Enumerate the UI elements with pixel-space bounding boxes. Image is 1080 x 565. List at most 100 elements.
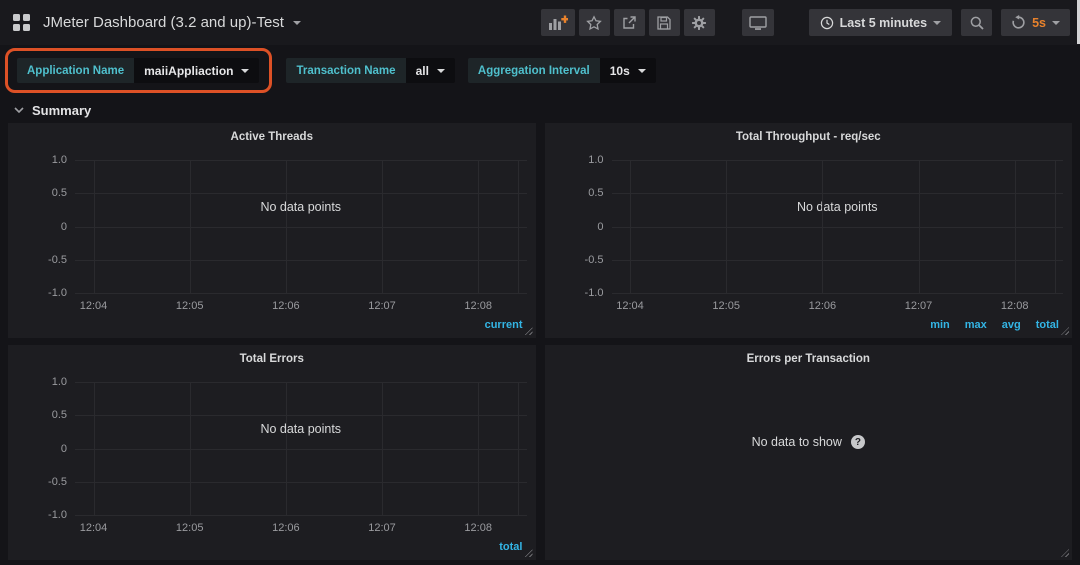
panel-title[interactable]: Total Throughput - req/sec bbox=[735, 131, 881, 143]
grid-square bbox=[22, 14, 30, 22]
panel-total-errors: Total Errors No data points 1.0 0.5 0 -0.5 -… bbox=[8, 345, 536, 560]
x-axis-tick-label: 12:06 bbox=[272, 522, 300, 534]
share-button[interactable] bbox=[613, 9, 645, 36]
save-button[interactable] bbox=[648, 9, 680, 36]
x-axis-tick-label: 12:07 bbox=[368, 300, 396, 312]
gridline-vertical bbox=[630, 160, 631, 293]
apps-grid-icon[interactable] bbox=[13, 14, 30, 31]
variable-value: maiiAppliaction bbox=[144, 63, 234, 78]
variable-value-dropdown[interactable]: 10s bbox=[599, 58, 656, 83]
zoom-out-button[interactable] bbox=[961, 9, 993, 36]
variable-value: all bbox=[415, 63, 429, 78]
chevron-down-icon bbox=[241, 68, 250, 73]
scrollbar-thumb[interactable] bbox=[1077, 0, 1080, 44]
time-range-picker[interactable]: Last 5 minutes bbox=[808, 9, 953, 36]
x-axis-tick-label: 12:05 bbox=[175, 300, 204, 312]
variable-value-dropdown[interactable]: all bbox=[405, 58, 455, 83]
panel-title[interactable]: Active Threads bbox=[230, 131, 313, 143]
variable-label: Application Name bbox=[17, 58, 135, 83]
add-panel-button[interactable] bbox=[540, 9, 575, 36]
plot-area: No data points 1.0 0.5 0 -0.5 -1.0 12:04 12:05… bbox=[585, 154, 1063, 312]
tv-mode-button[interactable] bbox=[741, 9, 774, 36]
y-axis-tick-label: 0 bbox=[60, 220, 67, 233]
gridline-horizontal bbox=[611, 259, 1063, 261]
variable-value: 10s bbox=[609, 63, 630, 78]
gridline-horizontal bbox=[75, 293, 527, 294]
panel-active-threads: Active Threads No data points 1.0 0.5 0 -0.… bbox=[8, 123, 536, 338]
help-icon[interactable]: ? bbox=[850, 435, 865, 449]
y-axis-tick-label: 0.5 bbox=[51, 187, 67, 200]
y-axis-tick-label: 1.0 bbox=[588, 154, 604, 166]
gridline-vertical bbox=[285, 382, 287, 515]
panel-resize-handle[interactable] bbox=[1061, 549, 1069, 557]
tv-mode-icon bbox=[748, 15, 767, 30]
gridline-horizontal bbox=[611, 293, 1063, 294]
add-panel-icon bbox=[548, 15, 568, 30]
gridline-vertical bbox=[918, 160, 920, 293]
x-axis-tick-label: 12:04 bbox=[616, 300, 644, 312]
share-icon bbox=[623, 15, 636, 29]
panel-resize-handle[interactable] bbox=[524, 549, 533, 557]
dashboard-title-dropdown[interactable]: JMeter Dashboard (3.2 and up)-Test bbox=[43, 14, 301, 31]
refresh-interval-label: 5s bbox=[1032, 15, 1046, 30]
no-data-message: No data points bbox=[260, 422, 342, 436]
y-axis-tick-label: -1.0 bbox=[584, 287, 604, 299]
x-axis-tick-label: 12:08 bbox=[464, 300, 492, 312]
panel-title[interactable]: Errors per Transaction bbox=[746, 353, 870, 365]
variable-label: Aggregation Interval bbox=[467, 58, 600, 83]
grid-square bbox=[22, 23, 30, 31]
variable-aggregation-interval: Aggregation Interval 10s bbox=[467, 58, 656, 83]
grid-square bbox=[13, 14, 21, 22]
star-button[interactable] bbox=[578, 9, 610, 36]
no-data-message: No data to show bbox=[751, 435, 842, 449]
y-axis-tick-label: 1.0 bbox=[51, 154, 67, 166]
panel-resize-handle[interactable] bbox=[1061, 327, 1069, 335]
x-axis-tick-label: 12:08 bbox=[1000, 300, 1029, 312]
gridline-vertical bbox=[189, 160, 191, 293]
gridline-vertical bbox=[478, 160, 480, 293]
gridline-vertical bbox=[1014, 160, 1016, 293]
panel-title[interactable]: Total Errors bbox=[239, 353, 304, 365]
panel-resize-handle[interactable] bbox=[524, 327, 533, 335]
legend-item[interactable]: max bbox=[964, 319, 987, 331]
panel-errors-per-transaction: Errors per Transaction No data to show ? bbox=[544, 345, 1072, 560]
gridline-vertical bbox=[822, 160, 824, 293]
refresh-icon bbox=[1012, 15, 1025, 29]
gridline-horizontal bbox=[75, 415, 527, 417]
gridline-vertical bbox=[478, 382, 480, 515]
x-axis-tick-label: 12:05 bbox=[712, 300, 740, 312]
dashboard-panels: Active Threads No data points 1.0 0.5 0 -0.… bbox=[8, 123, 1072, 560]
legend-item[interactable]: avg bbox=[1001, 319, 1021, 331]
x-axis-tick-label: 12:05 bbox=[175, 522, 204, 534]
settings-button[interactable] bbox=[683, 9, 715, 36]
plot-area: No data points 1.0 0.5 0 -0.5 -1.0 12:04 12:05… bbox=[48, 376, 527, 534]
chevron-down-icon bbox=[637, 68, 646, 73]
legend-item[interactable]: current bbox=[484, 319, 523, 331]
refresh-picker[interactable]: 5s bbox=[1001, 9, 1070, 36]
clock-icon bbox=[820, 16, 833, 29]
y-axis-tick-label: 1.0 bbox=[51, 376, 67, 388]
gridline-horizontal bbox=[75, 160, 527, 161]
gridline-vertical bbox=[726, 160, 728, 293]
y-axis-tick-label: -0.5 bbox=[48, 253, 67, 266]
chevron-down-icon bbox=[1052, 20, 1060, 25]
gridline-vertical bbox=[518, 382, 520, 515]
highlight-annotation: Application Name maiiAppliaction bbox=[5, 48, 273, 93]
gridline-vertical bbox=[189, 382, 191, 515]
legend-item[interactable]: total bbox=[1035, 319, 1059, 331]
x-axis-tick-label: 12:07 bbox=[904, 300, 933, 312]
grid-square bbox=[13, 23, 21, 31]
gridline-vertical bbox=[93, 160, 95, 293]
gridline-vertical bbox=[93, 382, 95, 515]
row-header-summary[interactable]: Summary bbox=[0, 97, 1080, 123]
legend-item[interactable]: min bbox=[930, 319, 950, 331]
y-axis-tick-label: -0.5 bbox=[584, 253, 604, 266]
gridline-vertical bbox=[382, 382, 384, 515]
gridline-vertical bbox=[1054, 160, 1056, 293]
legend-item[interactable]: total bbox=[499, 541, 523, 553]
gridline-vertical bbox=[518, 160, 520, 293]
variable-label: Transaction Name bbox=[286, 58, 406, 83]
gridline-horizontal bbox=[611, 226, 1063, 228]
variable-value-dropdown[interactable]: maiiAppliaction bbox=[134, 58, 260, 83]
time-range-label: Last 5 minutes bbox=[839, 15, 928, 30]
